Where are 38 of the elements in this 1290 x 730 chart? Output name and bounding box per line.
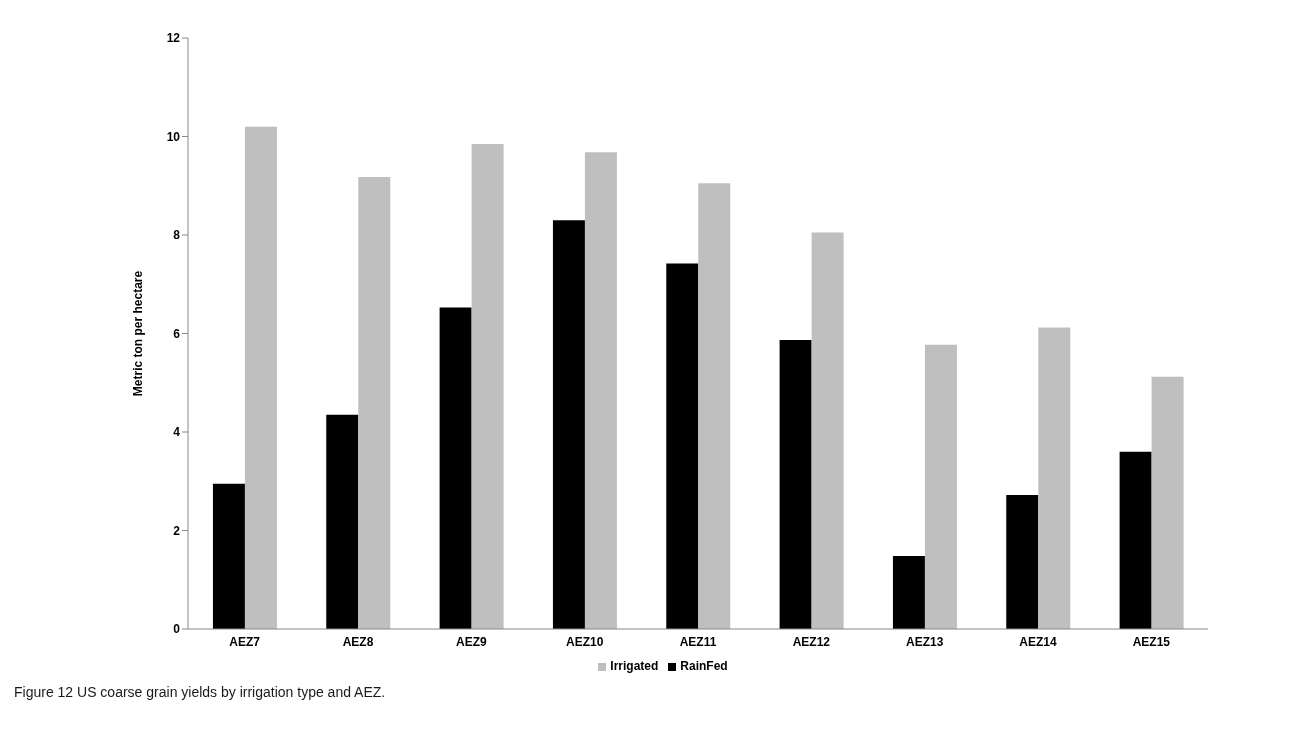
y-tick-label: 4	[173, 425, 181, 440]
bar	[1038, 327, 1071, 629]
y-tick-label: 12	[166, 31, 181, 46]
bar	[666, 263, 699, 629]
bar	[892, 556, 925, 629]
legend-label: RainFed	[680, 659, 728, 673]
bar	[439, 307, 472, 629]
y-tick-label: 6	[173, 326, 181, 341]
bar	[471, 143, 504, 629]
x-tick-label: AEZ11	[679, 634, 717, 649]
x-tick-label: AEZ10	[565, 634, 604, 649]
y-tick-label: 8	[173, 228, 181, 243]
bar	[924, 344, 957, 629]
bar	[1006, 495, 1039, 629]
bar	[811, 232, 844, 629]
bar	[584, 152, 617, 629]
bar	[244, 126, 277, 629]
bar	[552, 220, 585, 629]
bar	[779, 339, 812, 629]
x-tick-label: AEZ13	[905, 634, 944, 649]
x-tick-label: AEZ8	[342, 634, 374, 649]
y-axis-title: Metric ton per hectare	[131, 270, 146, 397]
bar	[358, 176, 391, 629]
x-tick-label: AEZ12	[792, 634, 831, 649]
caption: Figure 12 US coarse grain yields by irrigation type and AEZ.	[14, 684, 387, 700]
x-tick-label: AEZ15	[1132, 634, 1171, 649]
bar	[698, 183, 731, 629]
x-tick-label: AEZ14	[1019, 634, 1057, 649]
legend-label: Irrigated	[610, 659, 659, 673]
bar	[326, 414, 359, 629]
y-tick-label: 0	[173, 622, 181, 637]
y-tick-label: 2	[173, 523, 181, 538]
x-tick-label: AEZ7	[229, 634, 261, 649]
bar	[1119, 451, 1152, 629]
y-tick-label: 10	[166, 129, 181, 144]
bar	[1151, 376, 1184, 629]
bar	[212, 483, 245, 629]
x-tick-label: AEZ9	[455, 634, 487, 649]
